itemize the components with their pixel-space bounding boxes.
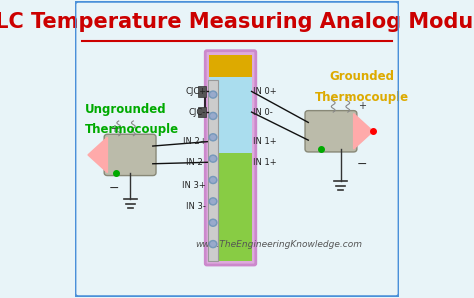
Bar xyxy=(210,77,252,153)
Bar xyxy=(208,80,218,261)
Circle shape xyxy=(209,112,217,119)
Circle shape xyxy=(209,219,217,226)
Text: PLC Temperature Measuring Analog Module: PLC Temperature Measuring Analog Module xyxy=(0,12,474,32)
FancyBboxPatch shape xyxy=(104,134,156,176)
Circle shape xyxy=(209,176,217,184)
Circle shape xyxy=(211,135,215,139)
Text: Thermocouple: Thermocouple xyxy=(85,123,179,136)
Circle shape xyxy=(209,240,217,248)
Circle shape xyxy=(211,92,215,97)
Circle shape xyxy=(211,114,215,118)
Text: +: + xyxy=(358,101,366,111)
Text: IN 3+: IN 3+ xyxy=(182,181,206,190)
Bar xyxy=(198,107,206,117)
Text: CJC-: CJC- xyxy=(189,108,206,117)
Text: IN 2+: IN 2+ xyxy=(182,137,206,146)
Text: Thermocouple: Thermocouple xyxy=(315,91,409,104)
Polygon shape xyxy=(88,137,108,173)
Circle shape xyxy=(211,178,215,182)
Circle shape xyxy=(209,198,217,205)
FancyBboxPatch shape xyxy=(205,51,256,265)
Text: IN 2-: IN 2- xyxy=(186,158,206,167)
Text: IN 0-: IN 0- xyxy=(253,108,273,117)
Text: Grounded: Grounded xyxy=(329,70,394,83)
Bar xyxy=(198,86,206,97)
Text: IN 1+: IN 1+ xyxy=(253,158,277,167)
Circle shape xyxy=(211,156,215,161)
Circle shape xyxy=(209,155,217,162)
Text: www.TheEngineeringKnowledge.com: www.TheEngineeringKnowledge.com xyxy=(196,240,363,249)
Circle shape xyxy=(211,221,215,225)
Bar xyxy=(210,153,252,261)
Text: Ungrounded: Ungrounded xyxy=(85,103,166,116)
FancyBboxPatch shape xyxy=(305,111,357,152)
Circle shape xyxy=(211,199,215,204)
Circle shape xyxy=(209,134,217,141)
Text: −: − xyxy=(356,158,367,171)
Text: CJC+: CJC+ xyxy=(185,87,206,96)
Text: IN 0+: IN 0+ xyxy=(253,87,277,96)
Circle shape xyxy=(211,242,215,246)
Text: IN 1+: IN 1+ xyxy=(253,137,277,146)
Text: +: + xyxy=(110,124,118,134)
Circle shape xyxy=(209,91,217,98)
Polygon shape xyxy=(354,114,373,149)
Text: −: − xyxy=(109,181,119,195)
Text: IN 3-: IN 3- xyxy=(186,202,206,211)
Bar xyxy=(210,55,252,77)
